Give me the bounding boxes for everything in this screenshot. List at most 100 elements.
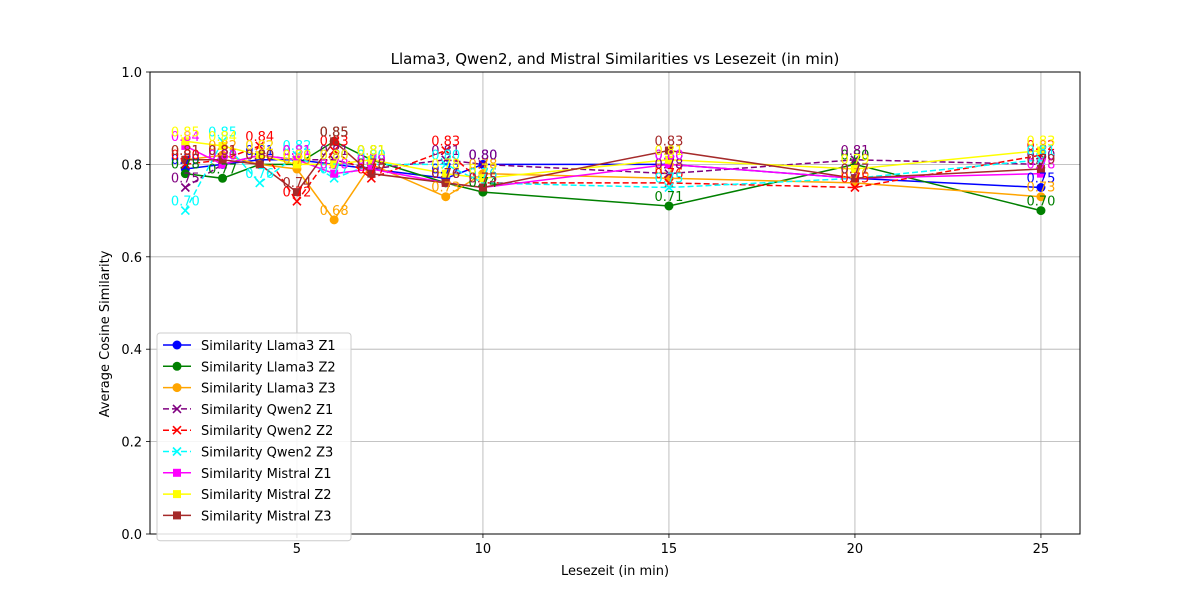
legend-marker bbox=[172, 446, 182, 457]
legend-item: Similarity Llama3 Z2 bbox=[163, 360, 336, 375]
data-label: 0.81 bbox=[208, 144, 237, 159]
legend-label: Similarity Qwen2 Z2 bbox=[201, 424, 333, 439]
data-point bbox=[329, 145, 339, 156]
data-label: 0.76 bbox=[431, 167, 460, 182]
series-similarity-mistral-z2 bbox=[181, 137, 1045, 183]
data-point bbox=[441, 159, 451, 169]
data-label: 0.82 bbox=[1026, 139, 1055, 154]
data-label: 0.78 bbox=[1026, 158, 1055, 173]
data-point bbox=[1036, 206, 1046, 216]
data-label: 0.77 bbox=[208, 162, 237, 177]
data-label: 0.77 bbox=[320, 162, 349, 177]
data-label: 0.80 bbox=[208, 148, 237, 163]
legend-item: Similarity Mistral Z3 bbox=[163, 509, 332, 524]
data-label: 0.81 bbox=[282, 144, 311, 159]
data-label: 0.85 bbox=[320, 125, 349, 140]
legend-marker bbox=[172, 340, 182, 350]
data-label: 0.78 bbox=[171, 158, 200, 173]
data-point bbox=[180, 182, 190, 193]
data-label: 0.78 bbox=[468, 158, 497, 173]
plot-area-frame bbox=[149, 71, 1081, 535]
data-point bbox=[367, 169, 376, 178]
x-tick-label: 20 bbox=[847, 542, 864, 557]
data-label: 0.81 bbox=[654, 144, 683, 159]
data-label: 0.77 bbox=[654, 162, 683, 177]
data-label: 0.75 bbox=[654, 172, 683, 187]
data-label: 0.78 bbox=[320, 158, 349, 173]
y-tick-label: 1.0 bbox=[121, 66, 142, 81]
data-point bbox=[255, 160, 264, 169]
data-label: 0.81 bbox=[840, 144, 869, 159]
data-label: 0.80 bbox=[468, 148, 497, 163]
data-label: 0.78 bbox=[431, 158, 460, 173]
data-label: 0.75 bbox=[1026, 172, 1055, 187]
data-label: 0.72 bbox=[282, 185, 311, 200]
data-point bbox=[292, 155, 301, 164]
data-label: 0.81 bbox=[282, 144, 311, 159]
data-point bbox=[330, 137, 339, 146]
data-point bbox=[850, 182, 860, 193]
data-label: 0.76 bbox=[431, 167, 460, 182]
legend-label: Similarity Llama3 Z1 bbox=[201, 339, 336, 354]
data-point bbox=[181, 137, 190, 146]
data-label: 0.85 bbox=[320, 125, 349, 140]
data-label: 0.79 bbox=[282, 153, 311, 168]
data-label: 0.75 bbox=[171, 172, 200, 187]
data-point bbox=[441, 145, 451, 156]
data-point bbox=[255, 178, 265, 188]
data-point bbox=[664, 182, 674, 193]
x-tick-label: 25 bbox=[1033, 542, 1050, 557]
data-point bbox=[441, 169, 450, 178]
data-label: 0.80 bbox=[320, 148, 349, 163]
data-label: 0.77 bbox=[840, 162, 869, 177]
y-axis-label: Average Cosine Similarity bbox=[98, 250, 113, 417]
data-label: 0.76 bbox=[468, 167, 497, 182]
data-point bbox=[367, 165, 376, 174]
data-label: 0.83 bbox=[320, 135, 349, 150]
data-point bbox=[180, 169, 190, 179]
legend-marker bbox=[172, 383, 182, 393]
data-label: 0.84 bbox=[208, 130, 237, 145]
data-label: 0.79 bbox=[840, 153, 869, 168]
x-axis-label: Lesezeit (in min) bbox=[561, 564, 669, 579]
legend: Similarity Llama3 Z1 Similarity Llama3 Z2… bbox=[156, 332, 352, 542]
data-label: 0.81 bbox=[171, 144, 200, 159]
data-label: 0.80 bbox=[282, 148, 311, 163]
data-label: 0.76 bbox=[468, 167, 497, 182]
data-label: 0.82 bbox=[208, 139, 237, 154]
data-label: 0.81 bbox=[245, 144, 274, 159]
legend-item: Similarity Llama3 Z3 bbox=[163, 382, 336, 397]
y-tick-label: 0.0 bbox=[121, 528, 142, 543]
data-point bbox=[441, 192, 451, 202]
data-label: 0.76 bbox=[840, 167, 869, 182]
data-label: 0.80 bbox=[654, 148, 683, 163]
data-point bbox=[478, 174, 487, 183]
legend-label: Similarity Mistral Z1 bbox=[201, 467, 332, 482]
data-point bbox=[1036, 146, 1045, 155]
data-label: 0.80 bbox=[1026, 148, 1055, 163]
legend-marker bbox=[173, 490, 181, 499]
legend-marker bbox=[172, 361, 182, 371]
data-label: 0.79 bbox=[171, 153, 200, 168]
legend-box bbox=[156, 332, 352, 542]
data-point bbox=[181, 155, 190, 164]
data-label: 0.81 bbox=[357, 144, 386, 159]
data-point bbox=[850, 174, 859, 183]
data-label: 0.81 bbox=[208, 144, 237, 159]
data-label: 0.80 bbox=[208, 148, 237, 163]
y-tick-label: 0.6 bbox=[121, 251, 142, 266]
data-point bbox=[218, 160, 227, 169]
data-point bbox=[664, 155, 673, 164]
data-label: 0.77 bbox=[357, 162, 386, 177]
data-label: 0.82 bbox=[245, 139, 274, 154]
data-label: 0.81 bbox=[431, 144, 460, 159]
data-label: 0.70 bbox=[171, 195, 200, 210]
data-label: 0.77 bbox=[840, 162, 869, 177]
legend-marker bbox=[172, 425, 182, 435]
legend-label: Similarity Llama3 Z3 bbox=[201, 382, 336, 397]
data-label: 0.76 bbox=[431, 167, 460, 182]
data-label: 0.80 bbox=[171, 148, 200, 163]
data-label: 0.79 bbox=[357, 153, 386, 168]
